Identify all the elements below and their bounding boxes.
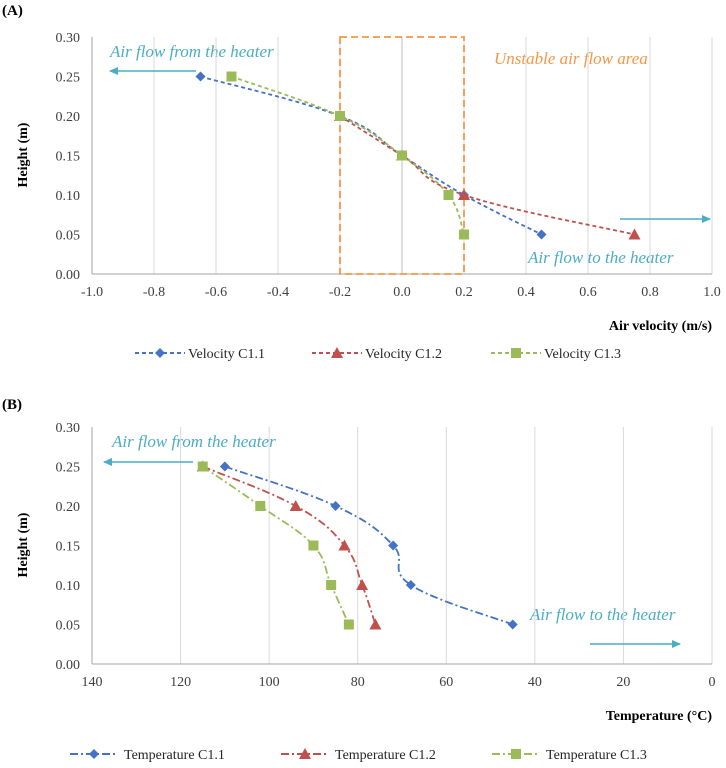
b-x-tick-7: 0 xyxy=(709,675,716,690)
a-series-3-point-3 xyxy=(397,150,407,161)
b-series-2-point-2 xyxy=(289,500,302,511)
b-y-tick-6: 0.30 xyxy=(56,421,81,436)
b-series-3-point-4 xyxy=(326,580,337,590)
a-y-tick-4: 0.20 xyxy=(56,110,81,125)
b-y-tick-5: 0.25 xyxy=(56,461,81,476)
a-y-tick-6: 0.30 xyxy=(56,31,81,46)
b-y-tick-3: 0.15 xyxy=(56,540,81,555)
a-x-tick-9: 0.8 xyxy=(641,285,659,300)
a-series-1-point-5 xyxy=(536,229,547,240)
legend-a-label-c1-2: Velocity C1.2 xyxy=(365,347,442,362)
a-series-line-3 xyxy=(231,75,465,235)
b-series-3-point-2 xyxy=(255,501,266,511)
b-series-line-3 xyxy=(202,465,350,625)
b-x-tick-1: 120 xyxy=(170,675,191,690)
a-y-tick-2: 0.10 xyxy=(56,189,81,204)
panel-a-plot: -1.0 -0.8 -0.6 -0.4 -0.2 0.0 0.2 0.4 0.6 0.8 1.0 0.… xyxy=(56,31,721,300)
a-x-tick-3: -0.4 xyxy=(267,285,289,300)
panel-b-xlabel: Temperature (°C) xyxy=(606,709,713,724)
legend-b-marker-c1-3 xyxy=(511,749,521,759)
b-series-2-point-5 xyxy=(369,618,382,630)
a-series-3-point-1 xyxy=(226,71,237,82)
a-x-tick-2: -0.6 xyxy=(205,285,227,300)
legend-a-label-c1-1: Velocity C1.1 xyxy=(188,347,265,362)
legend-b-label-c1-2: Temperature C1.2 xyxy=(335,748,436,763)
a-series-3-point-4 xyxy=(443,190,454,200)
legend-a-marker-c1-3 xyxy=(511,348,521,358)
a-x-tick-8: 0.6 xyxy=(579,285,597,300)
panel-a-to-heater-label: Air flow to the heater xyxy=(527,248,674,267)
a-y-tick-0: 0.00 xyxy=(56,268,81,283)
panel-b-plot: 140 120 100 80 60 40 20 0 0.00 0.05 0.10 0.15 0.20 0.… xyxy=(56,421,716,690)
a-x-tick-4: -0.2 xyxy=(329,285,351,300)
b-x-tick-6: 20 xyxy=(616,675,630,690)
legend-b-label-c1-1: Temperature C1.1 xyxy=(124,748,225,763)
b-x-tick-4: 60 xyxy=(439,675,453,690)
a-series-3-point-2 xyxy=(335,111,345,121)
a-x-tick-0: -1.0 xyxy=(81,285,103,300)
b-series-1-point-3 xyxy=(388,540,399,551)
a-series-2-point-4 xyxy=(628,228,641,240)
a-x-tick-7: 0.4 xyxy=(517,285,535,300)
b-y-tick-4: 0.20 xyxy=(56,500,81,515)
legend-b-label-c1-3: Temperature C1.3 xyxy=(546,748,647,763)
a-series-1-point-1 xyxy=(195,71,206,82)
panel-a-label: (A) xyxy=(2,3,23,19)
b-series-1-point-4 xyxy=(405,580,416,590)
panel-b-legend: Temperature C1.1 Temperature C1.2 Temper… xyxy=(70,748,647,763)
panel-b-label: (B) xyxy=(2,397,22,413)
b-x-tick-5: 40 xyxy=(528,675,542,690)
b-series-2-point-4 xyxy=(356,579,369,590)
b-series-line-2 xyxy=(202,465,377,625)
b-x-tick-0: 140 xyxy=(82,675,103,690)
a-series-2-point-3 xyxy=(458,189,470,200)
b-series-1-point-2 xyxy=(330,501,341,511)
legend-a-marker-c1-2 xyxy=(331,347,343,358)
b-y-tick-0: 0.00 xyxy=(56,658,81,673)
panel-b-to-heater-label: Air flow to the heater xyxy=(529,605,676,624)
b-series-3-point-1 xyxy=(197,461,208,472)
panel-b-ylabel: Height (m) xyxy=(16,512,31,577)
a-x-tick-10: 1.0 xyxy=(703,285,721,300)
a-series-line-1 xyxy=(200,75,542,236)
legend-b-marker-c1-2 xyxy=(299,748,311,759)
b-series-1-point-5 xyxy=(507,619,518,630)
panel-a-legend: Velocity C1.1 Velocity C1.2 Velocity C1.… xyxy=(135,347,621,362)
panel-a-xlabel: Air velocity (m/s) xyxy=(609,319,712,334)
panel-a-unstable-label: Unstable air flow area xyxy=(494,49,648,68)
a-series-3-point-5 xyxy=(459,229,469,240)
b-x-tick-3: 80 xyxy=(351,675,365,690)
legend-b-marker-c1-1 xyxy=(89,749,99,759)
panel-a-ylabel: Height (m) xyxy=(16,122,31,187)
a-unstable-region xyxy=(339,36,465,275)
b-y-tick-2: 0.10 xyxy=(56,579,81,594)
panel-a-from-heater-label: Air flow from the heater xyxy=(109,42,274,61)
legend-a-marker-c1-1 xyxy=(155,348,165,358)
a-y-tick-1: 0.05 xyxy=(56,229,81,244)
b-x-tick-2: 100 xyxy=(259,675,280,690)
legend-a-label-c1-3: Velocity C1.3 xyxy=(544,347,621,362)
b-series-3-point-5 xyxy=(343,619,354,630)
b-y-tick-1: 0.05 xyxy=(56,619,81,634)
a-x-tick-1: -0.8 xyxy=(143,285,165,300)
b-series-3-point-3 xyxy=(308,540,319,551)
panel-b-from-heater-label: Air flow from the heater xyxy=(111,432,276,451)
b-series-2-point-3 xyxy=(338,539,351,551)
a-x-tick-5: 0.0 xyxy=(393,285,411,300)
a-y-tick-5: 0.25 xyxy=(56,71,81,86)
a-x-tick-6: 0.2 xyxy=(455,285,473,300)
a-y-tick-3: 0.15 xyxy=(56,150,81,165)
b-series-1-point-1 xyxy=(219,461,230,472)
a-series-line-2 xyxy=(339,115,635,236)
